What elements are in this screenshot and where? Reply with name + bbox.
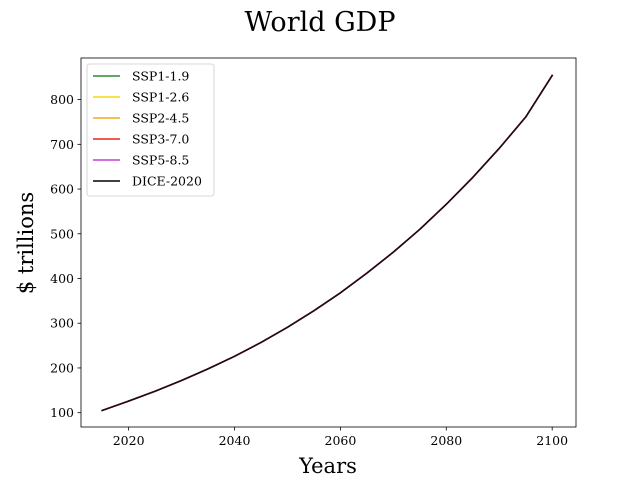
y-tick-label-400: 400 xyxy=(50,271,74,286)
y-tick-label-100: 100 xyxy=(50,405,74,420)
series-line-dice-2020 xyxy=(101,74,554,412)
axes-frame xyxy=(80,57,577,428)
x-axis-label: Years xyxy=(298,454,357,478)
legend-label-dice-2020: DICE-2020 xyxy=(132,174,202,189)
axes: 2020 2040 2060 2080 2100 100 200 300 400 500 600 70… xyxy=(50,57,577,448)
legend-label-ssp5-8-5: SSP5-8.5 xyxy=(132,153,189,168)
x-tick-label-2040: 2040 xyxy=(219,433,251,448)
legend-label-ssp1-1-9: SSP1-1.9 xyxy=(132,69,189,84)
x-tick-label-2060: 2060 xyxy=(325,433,357,448)
y-tick-label-800: 800 xyxy=(50,92,74,107)
x-tick-label-2080: 2080 xyxy=(430,433,462,448)
y-tick-label-600: 600 xyxy=(50,182,74,197)
series-lines xyxy=(101,74,554,412)
legend-label-ssp2-4-5: SSP2-4.5 xyxy=(132,111,189,126)
y-axis-label: $ trillions xyxy=(14,192,38,294)
y-tick-label-200: 200 xyxy=(50,360,74,375)
chart-title: World GDP xyxy=(245,7,396,38)
x-tick-label-2100: 2100 xyxy=(536,433,568,448)
legend-label-ssp1-2-6: SSP1-2.6 xyxy=(132,90,189,105)
legend-label-ssp3-7-0: SSP3-7.0 xyxy=(132,132,189,147)
y-tick-label-500: 500 xyxy=(50,226,74,241)
y-tick-label-700: 700 xyxy=(50,137,74,152)
legend: SSP1-1.9 SSP1-2.6 SSP2-4.5 SSP3-7.0 SSP5-8.5… xyxy=(86,63,215,197)
x-tick-label-2020: 2020 xyxy=(113,433,145,448)
y-tick-label-300: 300 xyxy=(50,316,74,331)
